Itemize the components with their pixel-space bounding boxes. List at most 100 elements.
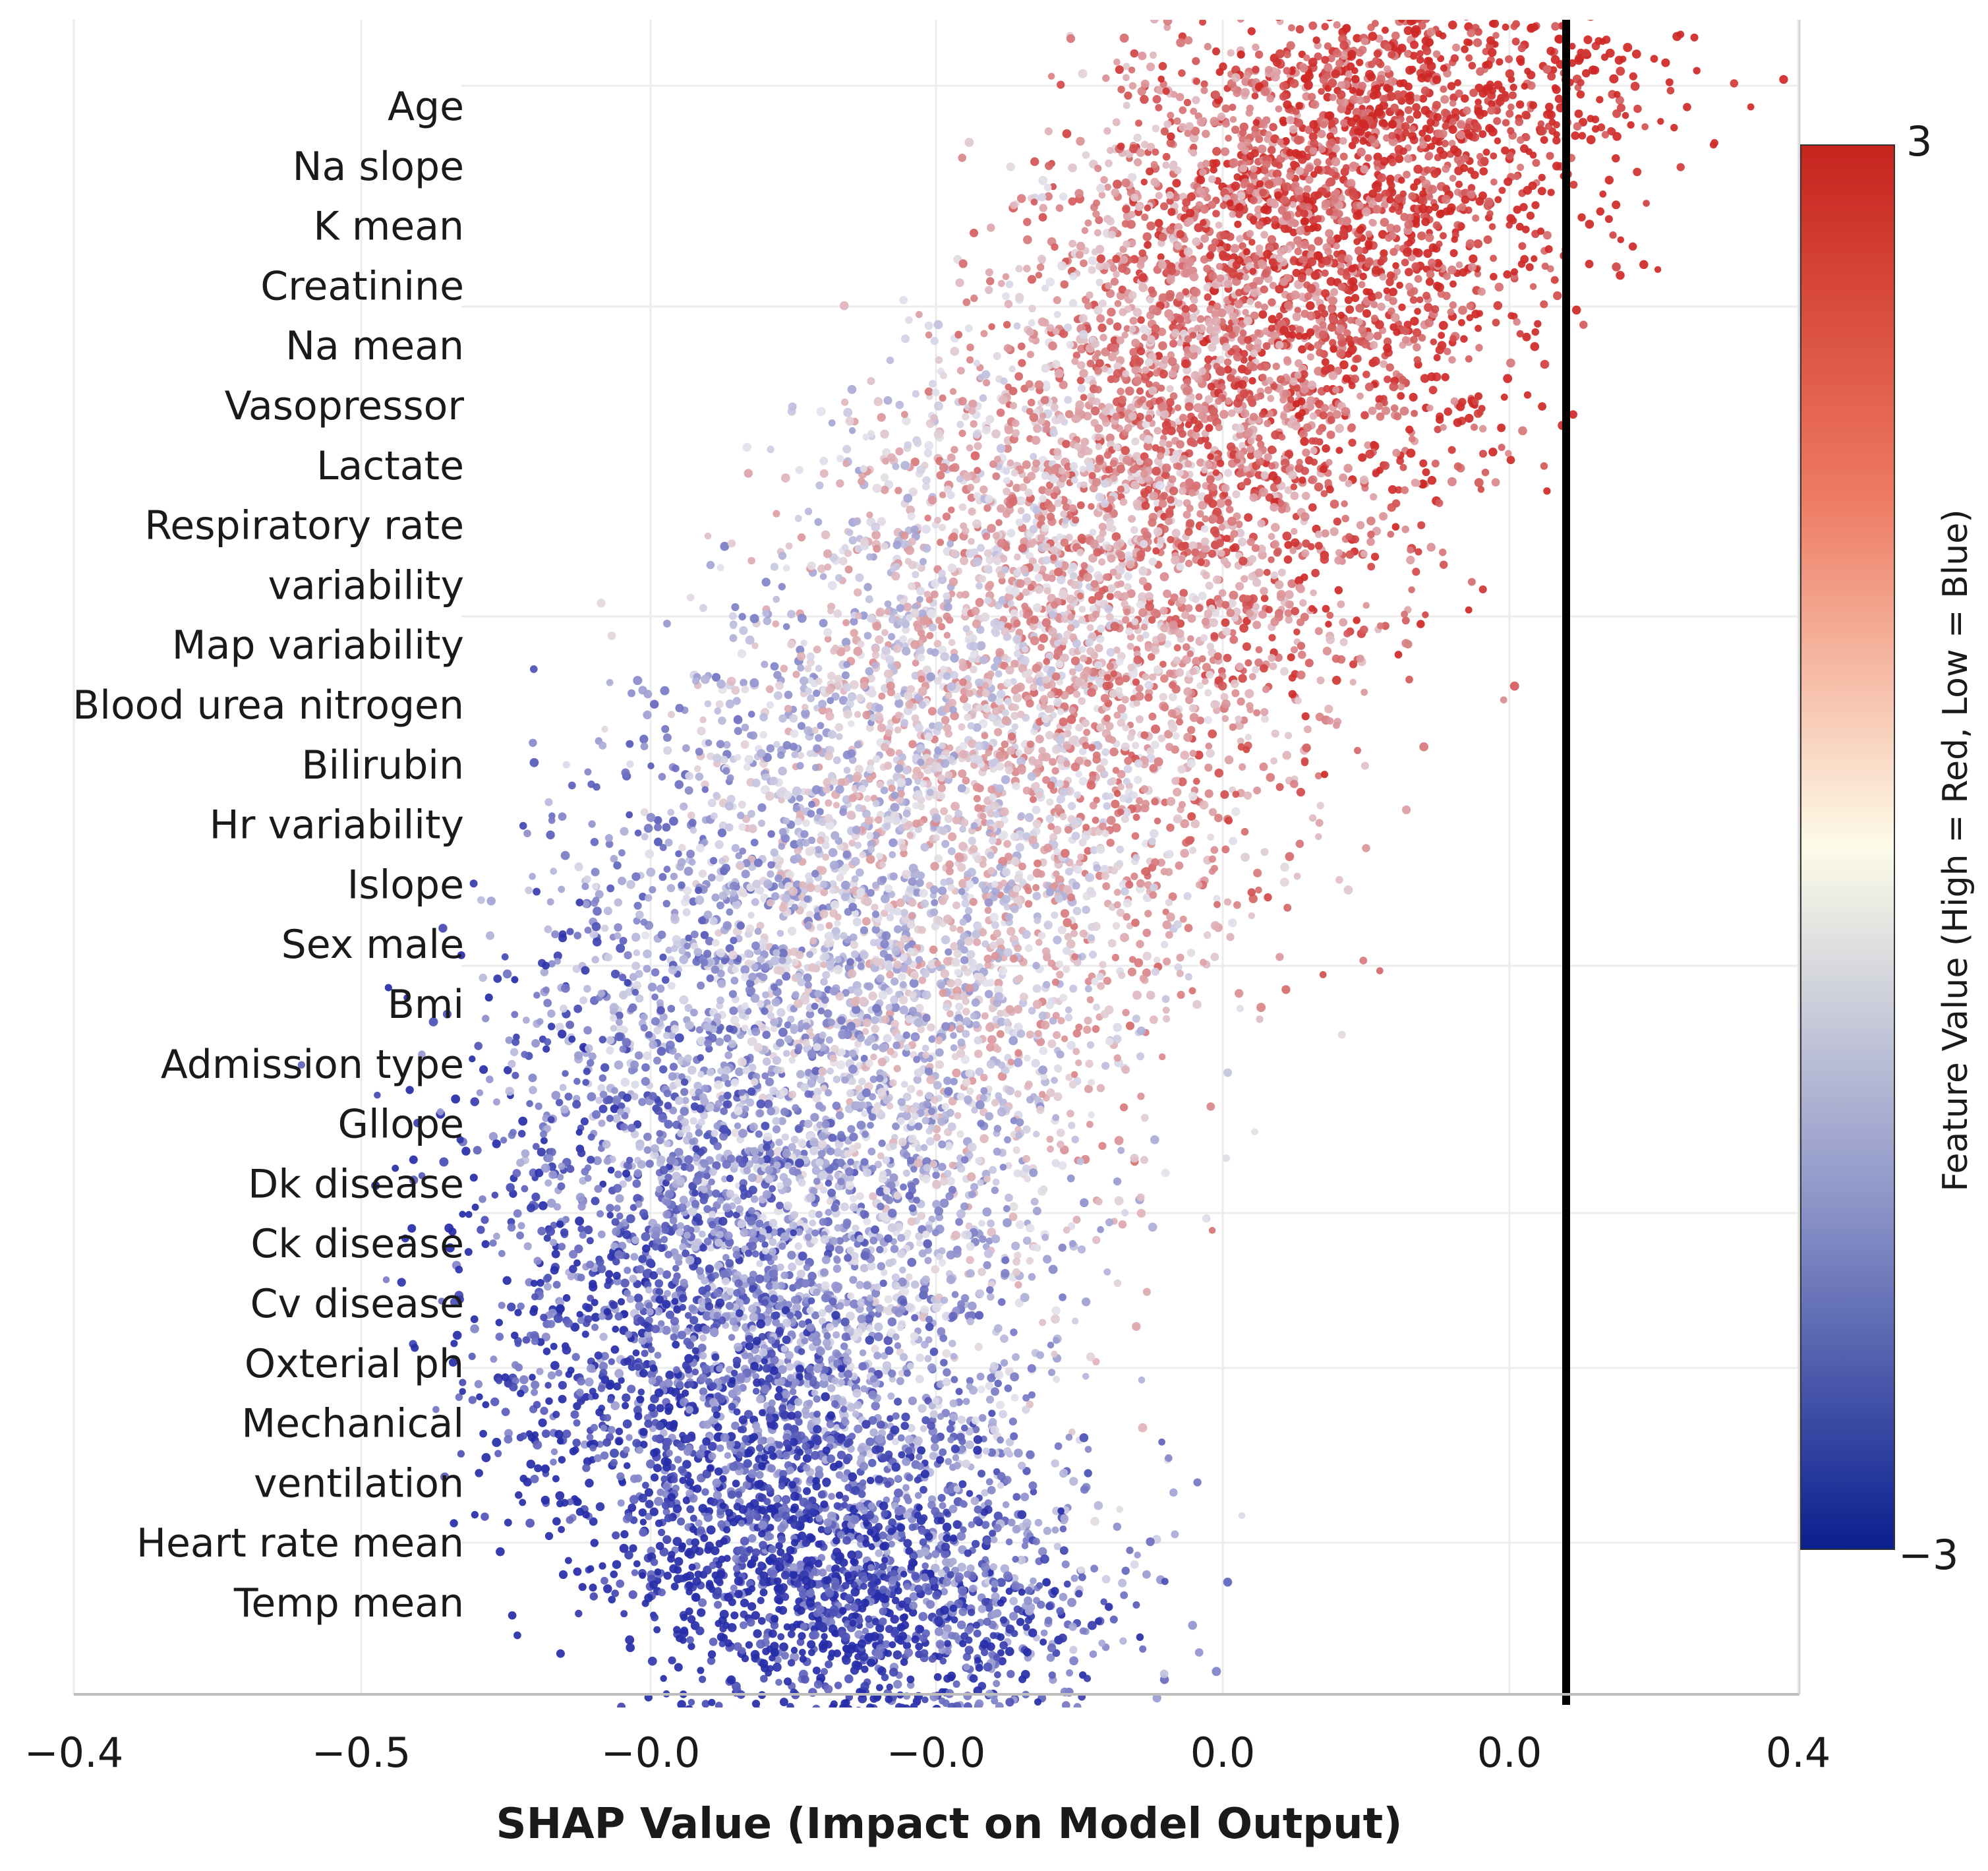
shap-point — [863, 583, 872, 591]
shap-point — [1271, 540, 1280, 549]
shap-point — [819, 618, 828, 628]
shap-point — [1453, 13, 1461, 20]
shap-point — [998, 395, 1008, 405]
shap-point — [1404, 50, 1411, 57]
shap-point — [1249, 216, 1258, 223]
shap-point — [1578, 132, 1587, 140]
shap-point — [1038, 643, 1045, 651]
shap-point — [1349, 86, 1357, 94]
shap-point — [1250, 311, 1259, 320]
shap-point — [1483, 235, 1492, 245]
shap-point — [1055, 560, 1063, 569]
shap-point — [1192, 431, 1200, 440]
shap-point — [1337, 333, 1345, 342]
shap-point — [1202, 160, 1210, 167]
shap-point — [1169, 454, 1179, 464]
shap-point — [1200, 537, 1210, 546]
shap-point — [1181, 0, 1190, 1]
shap-point — [1175, 499, 1183, 507]
shap-point — [1609, 231, 1617, 239]
shap-point — [1351, 74, 1360, 84]
shap-point — [1208, 514, 1218, 523]
shap-point — [1009, 365, 1016, 372]
shap-point — [1219, 409, 1229, 419]
shap-point — [1043, 574, 1051, 581]
shap-point — [1178, 69, 1186, 77]
shap-point — [1378, 229, 1388, 239]
shap-point — [1383, 337, 1392, 346]
shap-point — [1152, 125, 1160, 133]
shap-point — [1158, 233, 1167, 242]
shap-point — [854, 588, 862, 597]
shap-point — [1272, 362, 1280, 371]
shap-point — [1128, 412, 1137, 421]
shap-point — [1479, 450, 1487, 458]
shap-point — [927, 495, 937, 505]
shap-point — [1615, 0, 1623, 7]
shap-point — [1328, 306, 1335, 314]
shap-point — [1268, 556, 1275, 564]
shap-point — [1250, 149, 1260, 158]
shap-point — [1069, 461, 1078, 471]
shap-point — [1186, 208, 1195, 218]
shap-point — [1617, 104, 1625, 113]
shap-point — [1014, 372, 1024, 381]
shap-point — [1310, 458, 1318, 466]
shap-point — [827, 581, 837, 591]
shap-point — [1393, 412, 1402, 421]
shap-point — [1426, 193, 1434, 201]
shap-point — [1098, 299, 1107, 308]
shap-point — [1395, 154, 1404, 163]
shap-point — [1357, 392, 1364, 400]
shap-point — [1331, 69, 1340, 78]
shap-point — [1113, 362, 1122, 371]
shap-point — [973, 492, 981, 500]
shap-point — [1113, 58, 1121, 66]
shap-point — [1319, 465, 1328, 473]
shap-point — [1374, 185, 1382, 193]
shap-point — [1335, 324, 1345, 334]
shap-point — [1038, 417, 1045, 425]
shap-point — [1144, 680, 1154, 690]
shap-point — [1449, 280, 1457, 288]
shap-point — [1331, 157, 1341, 167]
shap-point — [1202, 663, 1212, 672]
shap-point — [1270, 571, 1279, 579]
shap-point — [1406, 448, 1416, 458]
shap-point — [1424, 134, 1432, 142]
shap-point — [842, 444, 852, 454]
shap-point — [1208, 243, 1217, 253]
shap-point — [1388, 287, 1398, 297]
shap-point — [1101, 415, 1109, 423]
shap-point — [1301, 491, 1310, 500]
shap-point — [1211, 310, 1219, 319]
shap-point — [1254, 50, 1264, 59]
shap-point — [1192, 237, 1201, 247]
shap-point — [1212, 575, 1222, 584]
shap-point — [1244, 595, 1251, 602]
shap-point — [985, 285, 993, 295]
shap-point — [1129, 316, 1138, 325]
shap-point — [1462, 12, 1470, 20]
shap-point — [1160, 127, 1169, 136]
shap-point — [1313, 158, 1322, 167]
shap-point — [1307, 380, 1317, 390]
shap-point — [1536, 227, 1545, 235]
shap-point — [1260, 285, 1268, 294]
shap-point — [772, 620, 780, 628]
shap-point — [1148, 286, 1155, 294]
shap-point — [1335, 446, 1343, 454]
shap-point — [1074, 189, 1084, 198]
shap-point — [1178, 123, 1187, 132]
shap-point — [1379, 254, 1388, 264]
shap-point — [996, 408, 1005, 417]
shap-point — [1034, 585, 1043, 595]
shap-point — [1256, 180, 1264, 188]
shap-point — [1442, 185, 1450, 193]
shap-point — [1321, 22, 1329, 30]
shap-point — [1650, 9, 1659, 18]
shap-point — [1459, 1, 1467, 9]
shap-point — [1519, 202, 1528, 212]
shap-point — [1122, 674, 1130, 683]
shap-point — [1003, 343, 1012, 353]
